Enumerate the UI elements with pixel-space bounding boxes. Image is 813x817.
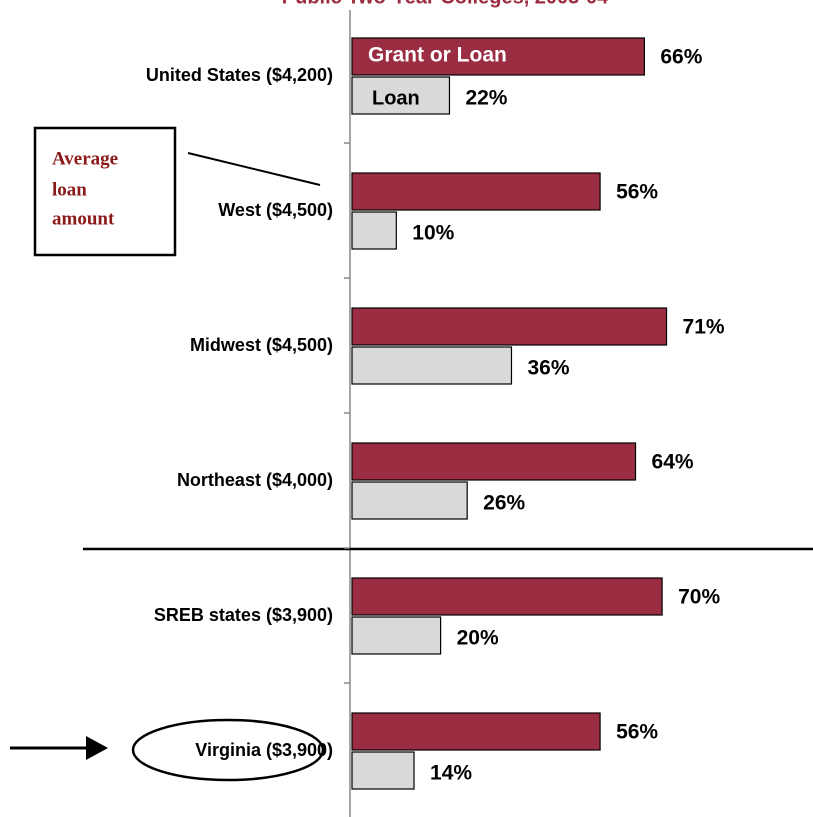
category-label: United States ($4,200) <box>146 65 333 85</box>
data-label: 56% <box>616 721 658 744</box>
data-label: 10% <box>412 222 454 245</box>
bar <box>351 442 637 481</box>
data-label: 22% <box>465 87 507 110</box>
data-label: 66% <box>660 46 702 69</box>
legend-label: Loan <box>372 87 420 109</box>
bar <box>351 307 668 346</box>
data-label: 20% <box>457 627 499 650</box>
bar <box>351 751 415 790</box>
category-label: Northeast ($4,000) <box>177 470 333 490</box>
chart-title: Public Two-Year Colleges, 2003-04 <box>282 0 609 8</box>
category-label: West ($4,500) <box>218 200 333 220</box>
annotation-line <box>187 152 321 186</box>
data-label: 36% <box>527 357 569 380</box>
data-label: 14% <box>430 762 472 785</box>
data-label: 56% <box>616 181 658 204</box>
category-label: SREB states ($3,900) <box>154 605 333 625</box>
bar <box>351 76 451 115</box>
bar <box>351 616 442 655</box>
data-label: 26% <box>483 492 525 515</box>
arrow-head <box>86 736 108 760</box>
bar <box>351 481 468 520</box>
legend-label: Grant or Loan <box>368 44 507 67</box>
bar <box>351 37 645 76</box>
data-label: 64% <box>652 451 694 474</box>
data-label: 71% <box>683 316 725 339</box>
bar <box>351 577 663 616</box>
annotation: Average <box>52 148 118 169</box>
annotation: loan <box>52 179 87 200</box>
annotation-box <box>33 126 177 257</box>
bar <box>351 211 397 250</box>
data-label: 70% <box>678 586 720 609</box>
highlight-ellipse <box>131 718 325 782</box>
annotation: amount <box>52 208 115 229</box>
bar <box>351 172 601 211</box>
bar <box>351 346 513 385</box>
category-label: Midwest ($4,500) <box>190 335 333 355</box>
category-label: Virginia ($3,900) <box>195 740 333 760</box>
bar <box>351 712 601 751</box>
